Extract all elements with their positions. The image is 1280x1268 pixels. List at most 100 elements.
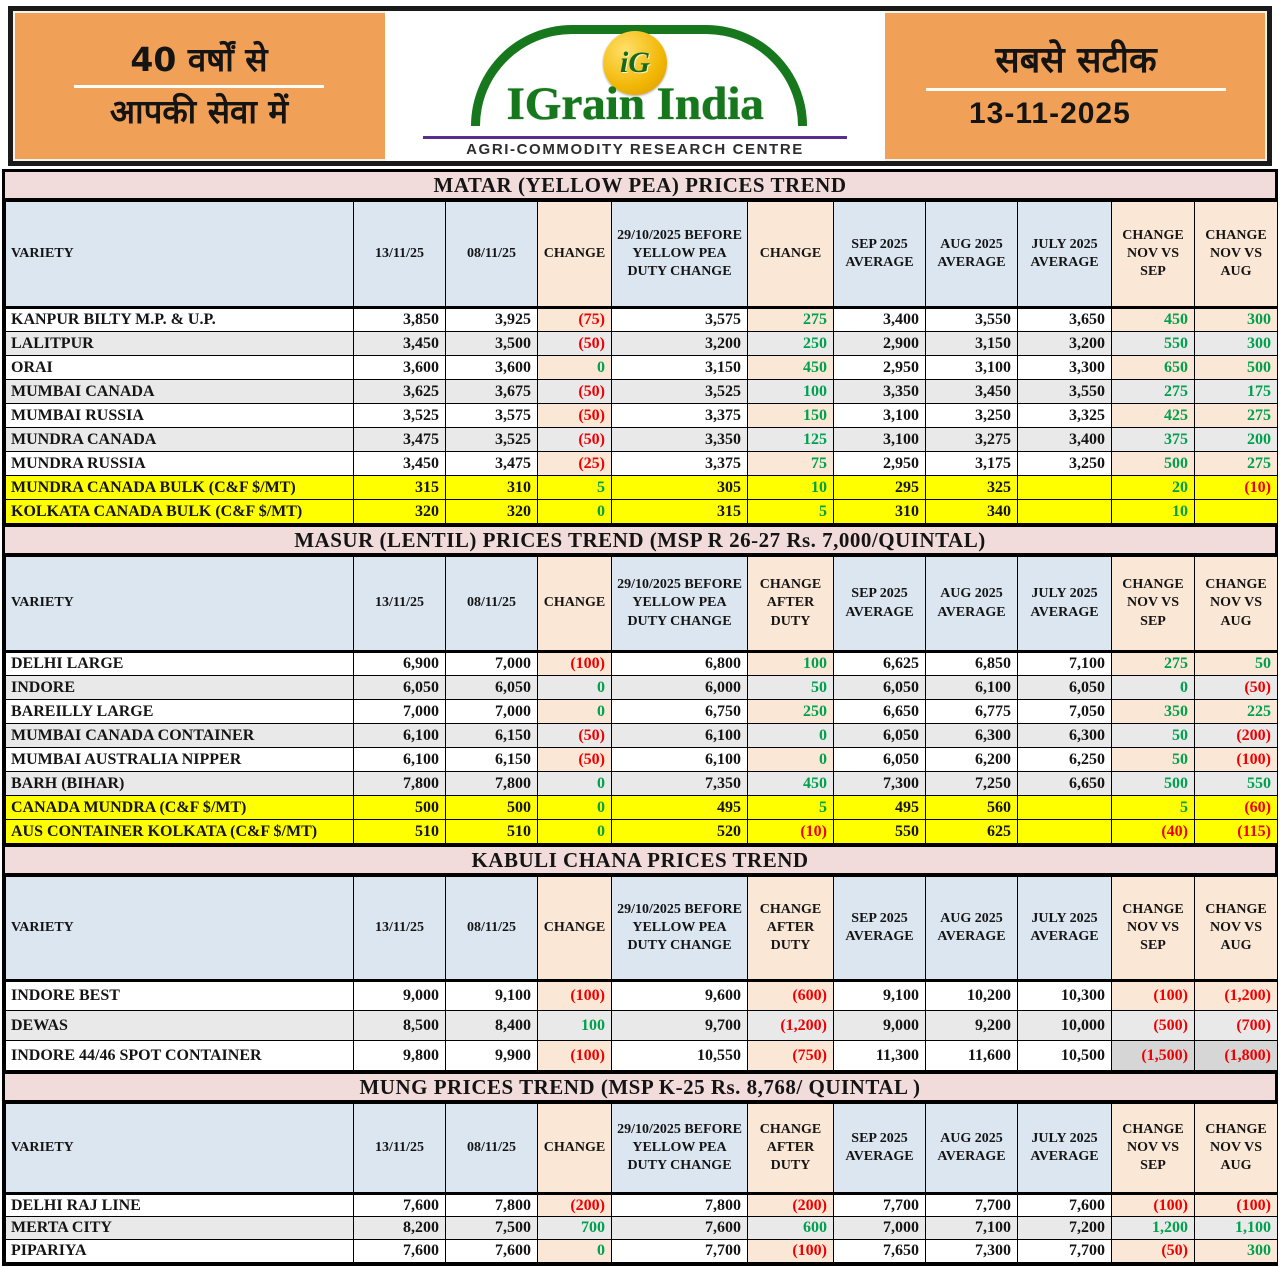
price-cell (1017, 795, 1112, 820)
price-cell: 7,600 (445, 1239, 538, 1263)
change-cell: 275 (1194, 403, 1278, 428)
change-cell: 5 (1111, 795, 1195, 820)
header-row: VARIETY 13/11/25 08/11/25 CHANGE 29/10/2025 … (5, 201, 1278, 308)
logo-grain-icon: iG (603, 31, 667, 95)
table-row: INDORE 6,050 6,050 0 6,000 50 6,050 6,100 6,050 0… (5, 675, 1278, 700)
table-row: BAREILLY LARGE 7,000 7,000 0 6,750 250 6,650 6,… (5, 699, 1278, 724)
column-header: CHANGE AFTER DUTY (747, 556, 834, 652)
change-cell: (50) (1194, 675, 1278, 700)
column-header: VARIETY (5, 556, 354, 652)
logo-monogram: iG (620, 46, 650, 79)
price-cell: 10,550 (611, 1040, 748, 1071)
column-header: AUG 2025 AVERAGE (925, 1103, 1018, 1194)
price-cell: 3,400 (833, 307, 926, 332)
variety-cell: MERTA CITY (5, 1216, 354, 1240)
price-cell: 9,000 (353, 980, 446, 1011)
price-cell: 7,700 (1017, 1239, 1112, 1263)
change-cell: (50) (537, 379, 612, 404)
price-cell: 6,775 (925, 699, 1018, 724)
price-cell: 495 (611, 795, 748, 820)
change-cell: (100) (537, 1040, 612, 1071)
column-header: CHANGE NOV VS AUG (1194, 201, 1278, 308)
price-cell: 6,250 (1017, 747, 1112, 772)
change-cell: (115) (1194, 819, 1278, 844)
price-cell: 10,000 (1017, 1010, 1112, 1041)
column-header: 08/11/25 (445, 1103, 538, 1194)
change-cell: 0 (1111, 675, 1195, 700)
section-kabuli: KABULI CHANA PRICES TREND VARIETY 13/11/25… (5, 844, 1278, 1071)
price-cell: 3,575 (445, 403, 538, 428)
logo-subtitle: AGRI-COMMODITY RESEARCH CENTRE (466, 141, 804, 158)
price-cell: 3,550 (1017, 379, 1112, 404)
table-row: MUMBAI CANADA 3,625 3,675 (50) 3,525 100 3,350… (5, 379, 1278, 404)
price-cell: 2,950 (833, 355, 926, 380)
price-cell: 6,100 (353, 723, 446, 748)
price-cell: 320 (353, 499, 446, 524)
change-cell: (200) (537, 1193, 612, 1217)
price-cell: 11,300 (833, 1040, 926, 1071)
variety-cell: CANADA MUNDRA (C&F $/MT) (5, 795, 354, 820)
variety-cell: DELHI LARGE (5, 651, 354, 676)
banner-left-panel: 40 वर्षों से आपकी सेवा में (13, 11, 385, 161)
table-row: MERTA CITY 8,200 7,500 700 7,600 600 7,000 7,10… (5, 1216, 1278, 1240)
change-cell: (1,200) (1194, 980, 1278, 1011)
price-cell: 8,200 (353, 1216, 446, 1240)
table-row: MUMBAI CANADA CONTAINER 6,100 6,150 (50) 6,1… (5, 723, 1278, 748)
change-cell: (100) (537, 651, 612, 676)
logo-panel: iG IGrain India AGRI-COMMODITY RESEARCH … (385, 11, 885, 161)
price-cell: 3,375 (611, 451, 748, 476)
change-cell: 300 (1194, 307, 1278, 332)
column-header: CHANGE (747, 201, 834, 308)
variety-cell: INDORE (5, 675, 354, 700)
header-row: VARIETY 13/11/25 08/11/25 CHANGE 29/10/2025 … (5, 876, 1278, 981)
price-cell: 495 (833, 795, 926, 820)
price-cell: 10,500 (1017, 1040, 1112, 1071)
price-cell: 7,700 (925, 1193, 1018, 1217)
price-cell: 3,275 (925, 427, 1018, 452)
report-date-wrap: 13-11-2025 (885, 97, 1267, 131)
price-cell: 6,100 (611, 723, 748, 748)
price-cell: 7,350 (611, 771, 748, 796)
price-cell: 3,450 (925, 379, 1018, 404)
price-cell: 3,150 (611, 355, 748, 380)
column-header: JULY 2025 AVERAGE (1017, 556, 1112, 652)
price-cell: 7,050 (1017, 699, 1112, 724)
price-cell (1017, 475, 1112, 500)
price-cell: 6,200 (925, 747, 1018, 772)
header-row: VARIETY 13/11/25 08/11/25 CHANGE 29/10/2025 … (5, 556, 1278, 652)
table-row: MUMBAI RUSSIA 3,525 3,575 (50) 3,375 150 3,100… (5, 403, 1278, 428)
table-row: LALITPUR 3,450 3,500 (50) 3,200 250 2,900 3,150… (5, 331, 1278, 356)
banner-right-line1: सबसे सटीक (995, 40, 1157, 82)
price-cell: 3,600 (353, 355, 446, 380)
change-cell: (1,200) (747, 1010, 834, 1041)
variety-cell: MUNDRA CANADA BULK (C&F $/MT) (5, 475, 354, 500)
price-cell: 7,300 (925, 1239, 1018, 1263)
banner-right-panel: सबसे सटीक 13-11-2025 (885, 11, 1267, 161)
price-table-kabuli: VARIETY 13/11/25 08/11/25 CHANGE 29/10/2025 … (5, 876, 1278, 1071)
change-cell: (75) (537, 307, 612, 332)
variety-cell: KANPUR BILTY M.P. & U.P. (5, 307, 354, 332)
price-cell: 6,850 (925, 651, 1018, 676)
table-row: INDORE 44/46 SPOT CONTAINER 9,800 9,900 (10… (5, 1040, 1278, 1071)
column-header: 29/10/2025 BEFORE YELLOW PEA DUTY CHANGE (611, 1103, 748, 1194)
change-cell: 275 (1194, 451, 1278, 476)
price-cell: 315 (611, 499, 748, 524)
price-cell: 7,250 (925, 771, 1018, 796)
price-cell: 2,950 (833, 451, 926, 476)
change-cell: (100) (1194, 747, 1278, 772)
section-mung: MUNG PRICES TREND (MSP K-25 Rs. 8,768/ Q… (5, 1071, 1278, 1263)
price-cell: 7,800 (353, 771, 446, 796)
price-cell: 3,850 (353, 307, 446, 332)
price-cell: 6,050 (833, 723, 926, 748)
change-cell: (40) (1111, 819, 1195, 844)
price-cell: 305 (611, 475, 748, 500)
change-cell: (600) (747, 980, 834, 1011)
price-cell (1017, 499, 1112, 524)
change-cell: (100) (1111, 980, 1195, 1011)
table-row: DELHI RAJ LINE 7,600 7,800 (200) 7,800 (200) 7… (5, 1193, 1278, 1217)
variety-cell: BARH (BIHAR) (5, 771, 354, 796)
price-cell: 3,325 (1017, 403, 1112, 428)
column-header: 08/11/25 (445, 201, 538, 308)
change-cell: 50 (1111, 747, 1195, 772)
variety-cell: MUMBAI CANADA CONTAINER (5, 723, 354, 748)
